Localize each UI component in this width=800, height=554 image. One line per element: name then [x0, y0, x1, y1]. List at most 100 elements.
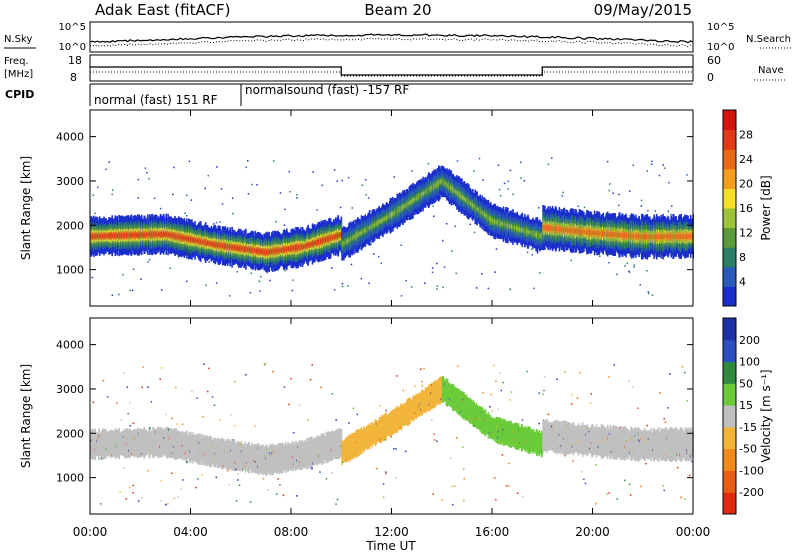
noise-point: [137, 178, 139, 181]
noise-point: [341, 282, 344, 285]
noise-point: [291, 289, 294, 292]
freq-curve: [90, 66, 693, 76]
noise-point: [628, 190, 631, 192]
noise-point: [609, 183, 611, 185]
noise-point: [275, 221, 277, 223]
noise-point: [473, 170, 475, 172]
noise-point: [436, 288, 438, 290]
nsky-curve: [89, 33, 694, 44]
noise-point: [260, 275, 262, 278]
noise-point: [172, 193, 174, 196]
noise-point: [632, 164, 634, 167]
noise-point: [628, 270, 630, 273]
noise-point: [341, 285, 344, 288]
noise-point: [229, 295, 231, 297]
noise-point: [215, 221, 218, 224]
noise-point: [436, 262, 438, 265]
noise-point: [442, 239, 444, 242]
noise-point: [473, 231, 476, 234]
noise-point: [250, 272, 252, 274]
noise-point: [148, 258, 151, 261]
noise-point: [431, 271, 434, 274]
noise-point: [378, 255, 380, 258]
noise-point: [469, 223, 472, 226]
noise-point: [530, 248, 533, 251]
station-title: Adak East (fitACF): [95, 1, 230, 19]
noise-point: [336, 180, 338, 182]
noise-point: [331, 267, 333, 269]
noise-point: [509, 288, 511, 291]
noise-point: [499, 194, 502, 197]
noise-point: [647, 209, 649, 212]
noise-point: [526, 251, 529, 254]
noise-point: [258, 280, 261, 283]
nsky-label: N.Sky: [4, 34, 32, 45]
noise-point: [536, 252, 539, 254]
noise-point: [561, 195, 564, 197]
noise-point: [284, 269, 286, 272]
noise-point: [180, 217, 182, 219]
noise-point: [207, 174, 209, 177]
noise-point: [512, 193, 514, 196]
noise-tick-left-top: 10^5: [59, 22, 86, 33]
noise-point: [131, 289, 134, 292]
freq-panel: Freq. [MHz] 18 8 60 0 Nave: [4, 54, 786, 84]
noise-point: [92, 194, 94, 196]
noise-point: [188, 160, 191, 163]
noise-point: [424, 282, 426, 284]
noise-point: [523, 180, 526, 182]
noise-point: [221, 203, 224, 205]
noise-point: [208, 261, 210, 263]
noise-point: [616, 273, 618, 276]
noise-point: [370, 243, 373, 245]
noise-point: [186, 215, 188, 217]
noise-point: [442, 286, 444, 289]
freq-tick-top: 18: [68, 54, 82, 67]
noise-point: [481, 273, 483, 275]
noise-point: [640, 199, 643, 202]
noise-point: [646, 270, 648, 272]
noise-point: [256, 184, 258, 186]
noise-point: [539, 272, 541, 274]
noise-point: [118, 293, 120, 296]
noise-point: [122, 273, 124, 276]
noise-point: [624, 265, 626, 267]
noise-point: [640, 205, 643, 207]
noise-point: [633, 266, 635, 268]
noise-point: [105, 168, 107, 171]
noise-point: [295, 194, 298, 196]
noise-point: [333, 169, 336, 171]
noise-point: [94, 212, 96, 215]
noise-point: [351, 207, 353, 209]
noise-point: [498, 188, 501, 191]
noise-point: [365, 179, 367, 181]
noise-point: [647, 291, 650, 293]
noise-point: [570, 259, 572, 262]
date-title: 09/May/2015: [594, 1, 692, 19]
noise-point: [497, 164, 500, 166]
noise-point: [520, 177, 522, 179]
noise-point: [618, 193, 620, 196]
noise-tick-left-bottom: 10^0: [59, 42, 86, 53]
noise-point: [333, 289, 336, 291]
noise-point: [495, 248, 498, 250]
noise-point: [129, 289, 131, 292]
noise-point: [455, 272, 457, 275]
noise-point: [454, 225, 456, 227]
cpid-segment-1: normal (fast) 151 RF: [94, 93, 218, 107]
noise-point: [667, 210, 670, 213]
noise-point: [436, 285, 439, 287]
noise-point: [279, 192, 282, 194]
noise-point: [236, 271, 238, 273]
noise-point: [432, 205, 434, 207]
noise-point: [289, 191, 291, 193]
noise-point: [670, 213, 672, 216]
noise-point: [562, 191, 564, 194]
freq-tick-bottom: 8: [70, 71, 77, 84]
noise-point: [367, 197, 370, 199]
noise-point: [400, 244, 402, 246]
noise-point: [507, 188, 509, 190]
freq-panel-frame: [89, 54, 694, 82]
